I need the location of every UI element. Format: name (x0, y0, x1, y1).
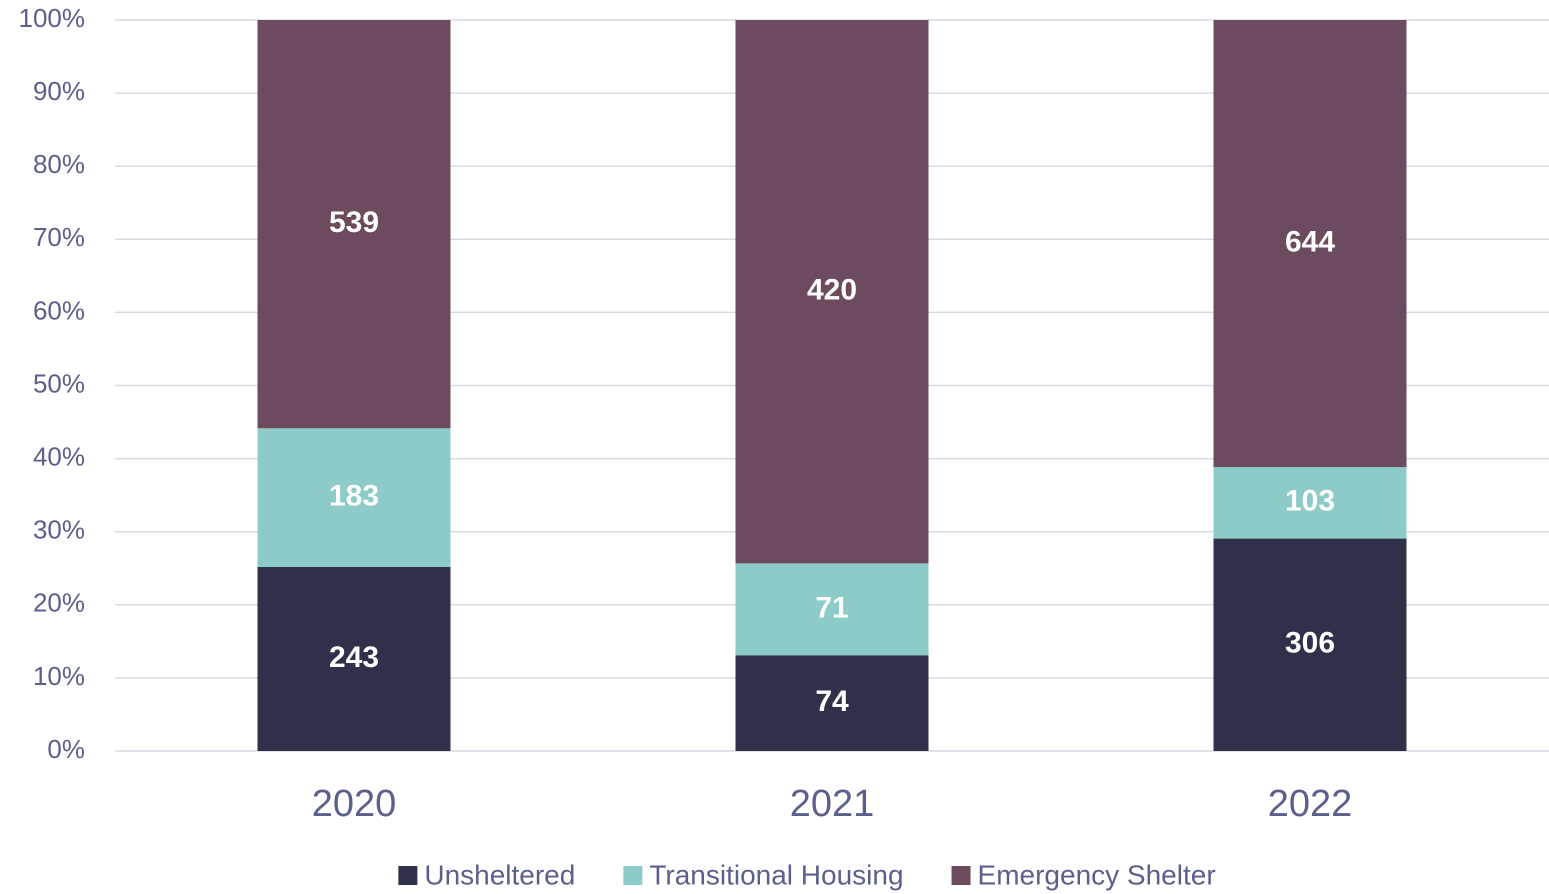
data-label: 306 (1285, 627, 1335, 660)
data-label: 183 (329, 480, 379, 513)
bar-segment (257, 428, 451, 567)
bar-segment (257, 566, 451, 751)
y-tick-label: 40% (33, 441, 85, 471)
y-tick-label: 70% (33, 222, 85, 252)
bar-segment (735, 20, 929, 564)
y-tick-label: 90% (33, 76, 85, 106)
data-label: 74 (815, 685, 849, 718)
legend-swatch (623, 866, 643, 885)
y-tick-label: 80% (33, 149, 85, 179)
y-tick-label: 100% (19, 3, 86, 33)
x-tick-label: 2021 (790, 783, 875, 825)
legend-label: Emergency Shelter (978, 859, 1216, 890)
data-label: 243 (329, 641, 379, 674)
legend-label: Unsheltered (424, 859, 575, 890)
y-tick-label: 30% (33, 515, 85, 545)
y-tick-label: 60% (33, 295, 85, 325)
data-label: 420 (807, 274, 857, 307)
y-tick-label: 0% (47, 734, 85, 764)
legend-label: Transitional Housing (649, 859, 903, 890)
bar-segment (1213, 467, 1407, 539)
y-tick-label: 10% (33, 661, 85, 691)
x-tick-label: 2020 (312, 783, 397, 825)
bar-segment (1213, 20, 1407, 468)
bar-segment (735, 563, 929, 656)
legend: Unsheltered Transitional Housing Emergency… (398, 859, 1216, 890)
y-tick-label: 50% (33, 368, 85, 398)
bar-segment (735, 655, 929, 751)
bar-segment (257, 20, 451, 429)
data-label: 644 (1285, 225, 1335, 258)
data-label: 103 (1285, 485, 1335, 518)
bar-segment (1213, 538, 1407, 751)
data-label: 71 (815, 591, 848, 624)
x-tick-label: 2022 (1268, 783, 1353, 825)
legend-swatch (951, 866, 971, 885)
data-label: 539 (329, 206, 379, 239)
legend-swatch (398, 866, 418, 885)
y-tick-label: 20% (33, 588, 85, 618)
